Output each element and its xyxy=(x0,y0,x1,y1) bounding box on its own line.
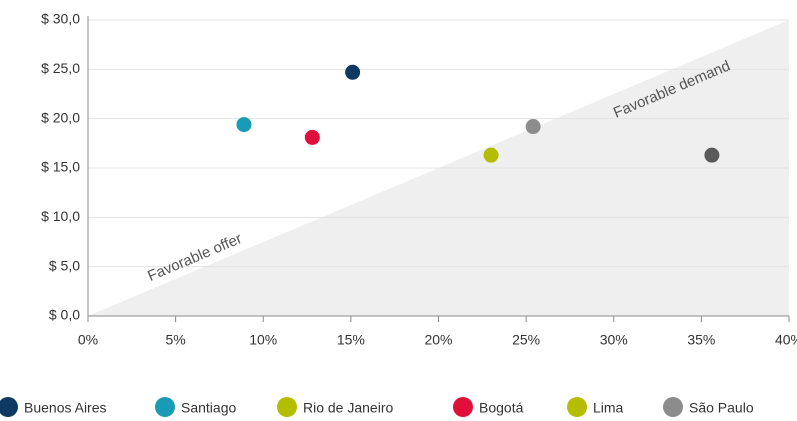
x-tick-label: 15% xyxy=(337,332,365,348)
y-tick-label: $ 10,0 xyxy=(41,208,80,224)
legend-label: Santiago xyxy=(181,400,236,416)
point xyxy=(345,64,361,80)
x-tick-label: 5% xyxy=(166,332,186,348)
y-tick-label: $ 0,0 xyxy=(49,307,80,323)
legend-label: Lima xyxy=(593,400,624,416)
x-tick-label: 30% xyxy=(600,332,628,348)
legend-marker xyxy=(663,397,683,417)
point xyxy=(236,117,252,133)
legend-marker xyxy=(567,397,587,417)
legend-label: Buenos Aires xyxy=(24,400,107,416)
legend-marker xyxy=(453,397,473,417)
x-tick-label: 0% xyxy=(78,332,98,348)
point xyxy=(483,147,499,163)
x-tick-label: 25% xyxy=(512,332,540,348)
y-tick-label: $ 25,0 xyxy=(41,60,80,76)
y-tick-label: $ 20,0 xyxy=(41,109,80,125)
legend-marker xyxy=(277,397,297,417)
legend-marker xyxy=(155,397,175,417)
x-tick-label: 20% xyxy=(424,332,452,348)
y-tick-label: $ 30,0 xyxy=(41,11,80,27)
x-tick-label: 40% xyxy=(775,332,797,348)
x-tick-label: 35% xyxy=(687,332,715,348)
x-tick-label: 10% xyxy=(249,332,277,348)
y-tick-label: $ 5,0 xyxy=(49,257,80,273)
point xyxy=(525,119,541,135)
legend-label: Bogotá xyxy=(479,400,524,416)
point xyxy=(704,147,720,163)
legend-marker xyxy=(0,397,18,417)
y-tick-label: $ 15,0 xyxy=(41,159,80,175)
point xyxy=(304,129,320,145)
legend-label: Rio de Janeiro xyxy=(303,400,393,416)
legend-label: São Paulo xyxy=(689,400,754,416)
